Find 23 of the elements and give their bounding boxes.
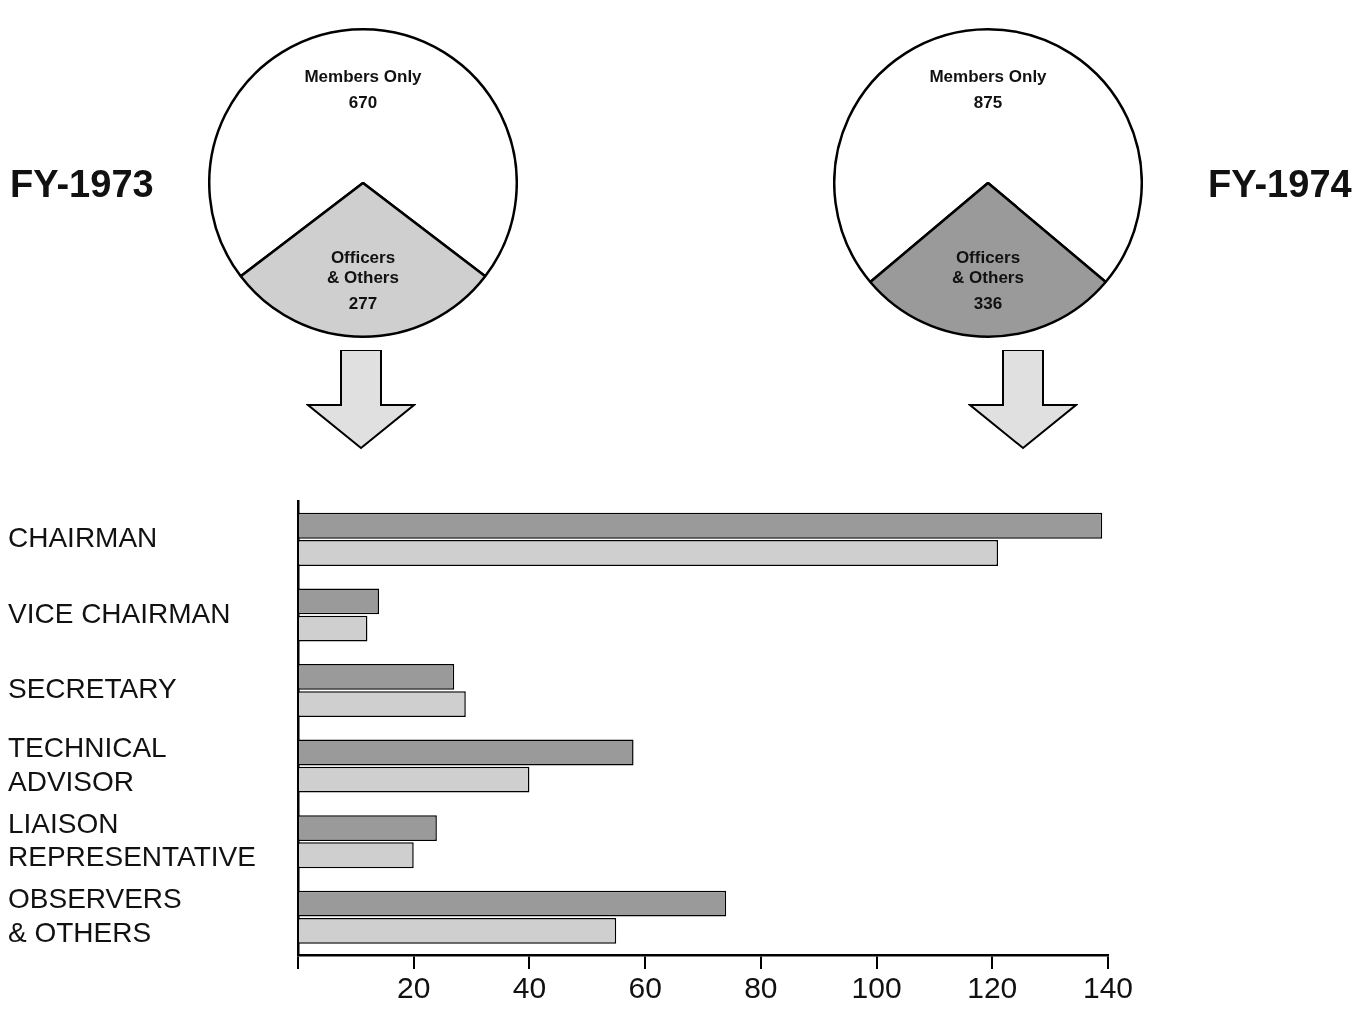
y-tick-label: OBSERVERS & OTHERS — [8, 883, 182, 948]
slice-label: Members Only — [304, 67, 423, 87]
y-tick-label: TECHNICAL ADVISOR — [8, 732, 167, 797]
y-tick-label: VICE CHAIRMAN — [8, 597, 231, 629]
data-label: 336 — [973, 294, 1003, 314]
data-label: 670 — [348, 93, 378, 113]
x-tick-label: 20 — [397, 971, 431, 1005]
x-tick-label: 80 — [744, 971, 778, 1005]
slice-label: Officers & Others — [952, 248, 1024, 288]
y-tick-label: CHAIRMAN — [8, 522, 158, 554]
text: FY-1974 — [1208, 163, 1352, 206]
x-tick-label: 40 — [512, 971, 547, 1005]
y-tick-label: SECRETARY — [8, 673, 177, 705]
x-tick-label: 140 — [1082, 971, 1134, 1005]
y-tick-label: LIAISON REPRESENTATIVE — [8, 807, 256, 873]
x-tick-label: 120 — [967, 971, 1018, 1005]
text: FY-1973 — [10, 163, 154, 206]
x-tick-label: 100 — [851, 971, 902, 1005]
x-tick-label: 60 — [628, 971, 662, 1005]
data-label: 277 — [348, 294, 378, 314]
slice-label: Members Only — [929, 67, 1048, 87]
slice-label: Officers & Others — [327, 248, 399, 288]
data-label: 875 — [973, 93, 1003, 113]
